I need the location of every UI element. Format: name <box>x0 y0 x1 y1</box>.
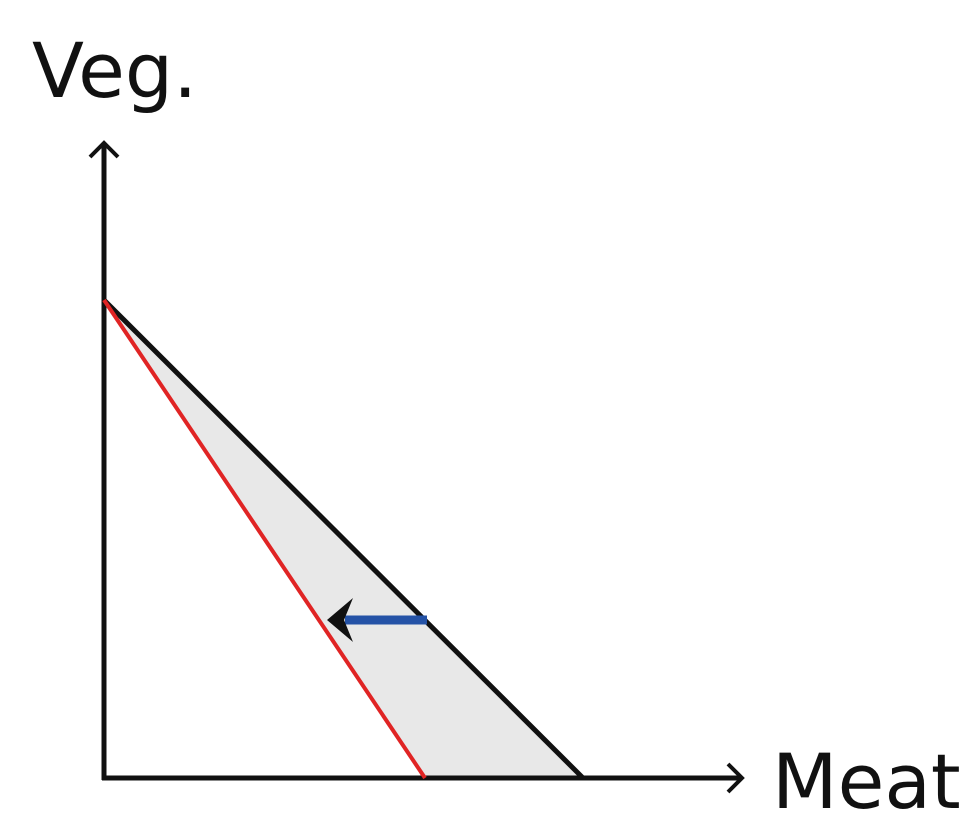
x-axis-label: Meat <box>772 737 961 826</box>
y-axis-arrowhead <box>88 140 120 159</box>
y-axis-label: Veg. <box>32 26 197 115</box>
shift-left-arrow <box>327 598 427 642</box>
new-budget-line <box>102 298 427 780</box>
shift-arrow-head <box>327 598 353 642</box>
original-budget-line <box>102 298 585 780</box>
x-axis-arrowhead <box>726 762 745 794</box>
